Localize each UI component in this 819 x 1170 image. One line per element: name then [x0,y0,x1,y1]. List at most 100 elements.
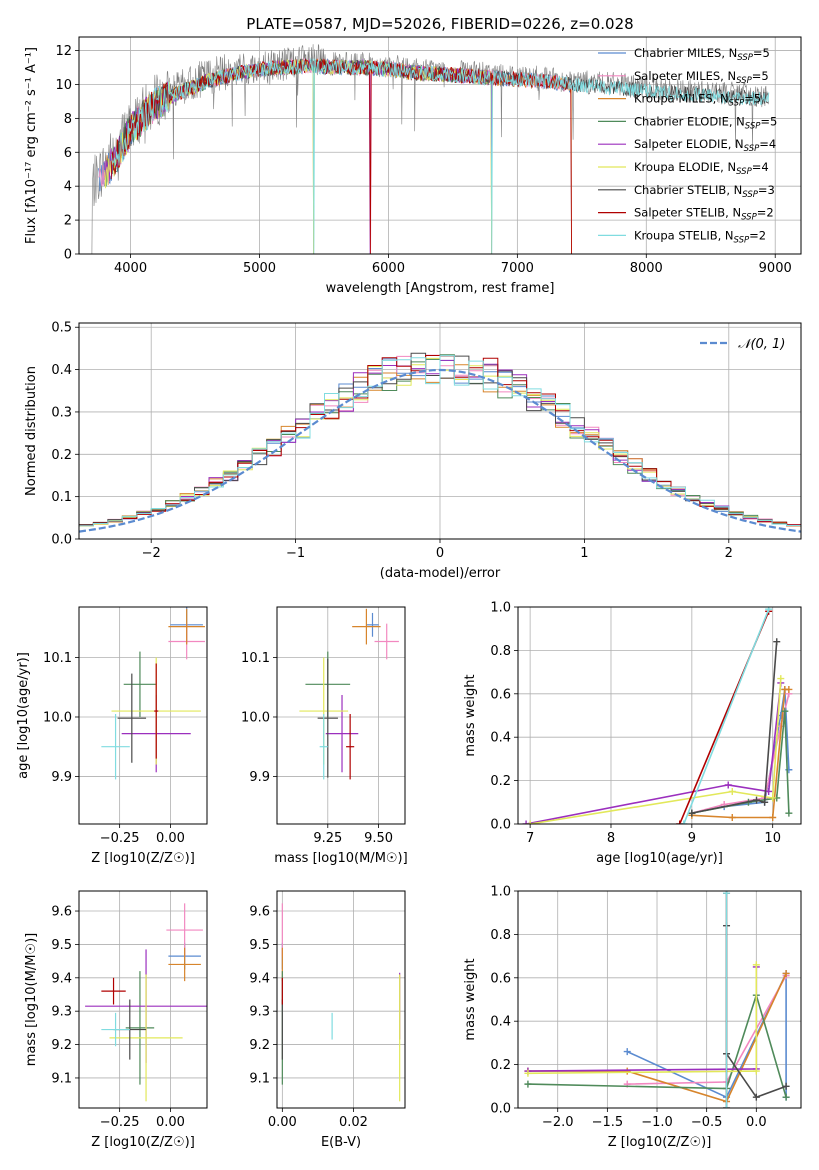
error-bars [101,607,205,780]
y-axis-label: mass weight [463,674,478,756]
axes-frame [78,606,208,825]
error-bars [299,608,399,780]
mass-weight-series-7 [691,641,778,814]
y-tick-label: 9.1 [51,1071,72,1086]
x-tick-label: −2.0 [542,1115,574,1130]
legend-entry: Salpeter MILES, NSSP=5 [634,69,769,86]
legend-entry: Kroupa ELODIE, NSSP=4 [634,160,769,177]
x-tick-label: 10 [764,831,781,846]
x-axis-label: mass [log10(M/M☉)] [274,851,407,866]
y-tick-label: 0.6 [490,687,511,702]
y-tick-label: 9.5 [51,938,72,953]
ticks: −0.25 0.00 9.9 10.0 10.1 [43,651,185,846]
y-tick-label: 0.4 [490,1015,511,1030]
y-tick-label: 0.0 [490,818,511,833]
mass-weight-lines [522,607,793,824]
mass-weight-vs-metallicity-panel: −2.0 −1.5 −1.0 −0.5 0.0 0.0 0.2 0.4 0.6 0.8 1.0 Z [… [463,885,802,1150]
y-axis-label: age [log10(age/yr)] [16,652,31,779]
mass-weight-marker [785,809,793,817]
model-spectrum-line-9 [110,58,770,254]
y-tick-label: 9.4 [51,971,72,986]
y-tick-label: 10.1 [241,651,270,666]
error-bar-point-3 [352,608,381,645]
y-tick-label: 10.1 [43,651,72,666]
axes-frame [517,606,802,825]
error-bars [85,903,207,1102]
axes-frame [78,36,802,255]
mass-weight-marker [782,1082,790,1090]
mass-weight-marker [526,820,534,824]
x-tick-label: −0.25 [100,1115,140,1130]
x-tick-label: 2 [725,546,733,561]
y-axis-label: mass weight [463,958,478,1040]
y-tick-label: 0.4 [490,731,511,746]
mass-weight-marker [723,1104,731,1108]
mass-weight-marker [676,820,684,824]
legend-entry: Salpeter STELIB, NSSP=2 [634,206,774,223]
error-bars [281,903,401,1102]
y-tick-label: 0 [64,248,72,263]
x-tick-label: 0.02 [339,1115,368,1130]
y-tick-label: 0.0 [490,1102,511,1117]
legend-entry: 𝒩(0, 1) [738,337,785,352]
spectrum-legend: Chabrier MILES, NSSP=5 Salpeter MILES, NS… [598,46,777,245]
mass-weight-marker [769,813,777,821]
x-axis-label: Z [log10(Z/Z☉)] [91,851,195,866]
ticks: −0.25 0.00 9.1 9.2 9.3 9.4 9.5 9.6 [51,905,185,1130]
y-tick-label: 10 [55,78,72,93]
x-tick-label: 9.25 [313,831,342,846]
mass-weight-marker [777,675,785,683]
error-bar-point-3 [168,608,205,645]
error-bar-point-9 [101,714,130,780]
ticks: −2.0 −1.5 −1.0 −0.5 0.0 0.0 0.2 0.4 0.6 0.8 1.0 [490,885,766,1131]
x-tick-label: 7000 [501,261,534,276]
spectrum-panel: 4000 5000 6000 7000 8000 9000 0 2 4 6 8 10 12 wavelen… [24,36,802,296]
y-tick-label: 0.8 [490,928,511,943]
x-tick-label: −1.0 [641,1115,673,1130]
mass-weight-marker [524,1080,532,1088]
mass-weight-marker [680,820,688,824]
mass-vs-metallicity-panel: −0.25 0.00 9.1 9.2 9.3 9.4 9.5 9.6 Z [log10(Z/Z☉… [24,890,208,1150]
mass-weight-marker [782,969,790,977]
x-tick-label: 5000 [243,261,276,276]
y-tick-label: 9.9 [51,770,72,785]
model-spectrum-line-8 [110,58,572,254]
mass-weight-marker [752,961,760,969]
mass-weight-marker [765,787,773,795]
x-tick-label: 0 [436,546,444,561]
mass-weight-vs-age-panel: 7 8 9 10 0.0 0.2 0.4 0.6 0.8 1.0 age [log10(age/yr… [463,601,802,866]
error-bar-point-8 [154,663,159,759]
axes-frame [276,890,406,1109]
x-tick-label: 6000 [372,261,405,276]
mass-weight-series-5 [527,967,758,1072]
y-tick-label: 0.8 [490,644,511,659]
grid [518,890,801,1109]
x-tick-label: −0.25 [100,831,140,846]
legend-entry: Kroupa MILES, NSSP=5 [634,92,761,109]
mass-weight-marker [753,796,761,804]
error-bar-point-7 [117,673,147,763]
axes-frame [78,322,802,540]
error-bar-point-6 [109,974,183,1102]
mass-weight-series-5 [525,682,782,824]
x-axis-label: (data-model)/error [380,566,501,581]
ticks: 9.25 9.50 9.9 10.0 10.1 [241,651,393,846]
y-tick-label: 0.5 [51,321,72,336]
x-tick-label: 4000 [114,261,147,276]
x-tick-label: 9000 [759,261,792,276]
x-axis-label: Z [log10(Z/Z☉)] [91,1135,195,1150]
mass-weight-series-6 [529,678,782,824]
y-tick-label: 9.2 [249,1038,270,1053]
y-tick-label: 0.2 [490,1058,511,1073]
mass-weight-series-6 [527,964,758,1075]
y-tick-label: 9.5 [249,938,270,953]
error-bar-point-8 [346,714,355,780]
x-tick-label: −0.5 [691,1115,723,1130]
spectrum-lines [91,44,770,254]
axes-frame [276,606,406,825]
error-bar-point-2 [374,623,399,660]
y-axis-label: Flux [fλ10⁻¹⁷ erg cm⁻² s⁻¹ A⁻¹] [24,47,39,244]
x-tick-label: 9.50 [364,831,393,846]
residual-histogram-panel: −2 −1 0 1 2 0.0 0.1 0.2 0.3 0.4 0.5 (data-model)/er… [24,321,802,581]
x-axis-label: Z [log10(Z/Z☉)] [608,1135,712,1150]
